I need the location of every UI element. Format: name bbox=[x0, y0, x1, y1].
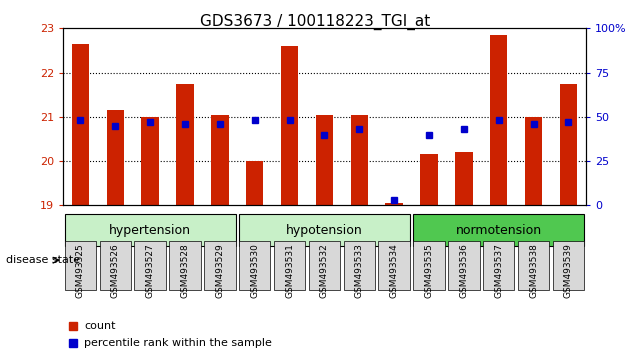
FancyBboxPatch shape bbox=[65, 214, 236, 246]
Text: GSM493536: GSM493536 bbox=[459, 243, 468, 298]
Bar bbox=[211, 115, 229, 205]
FancyBboxPatch shape bbox=[448, 241, 479, 290]
Text: hypotension: hypotension bbox=[286, 224, 363, 236]
Text: GSM493526: GSM493526 bbox=[111, 243, 120, 298]
Text: GSM493529: GSM493529 bbox=[215, 243, 224, 298]
Text: GSM493539: GSM493539 bbox=[564, 243, 573, 298]
FancyBboxPatch shape bbox=[379, 241, 410, 290]
FancyBboxPatch shape bbox=[343, 241, 375, 290]
Bar bbox=[281, 46, 299, 205]
FancyBboxPatch shape bbox=[239, 214, 410, 246]
Text: percentile rank within the sample: percentile rank within the sample bbox=[84, 338, 272, 348]
FancyBboxPatch shape bbox=[483, 241, 515, 290]
Text: GSM493532: GSM493532 bbox=[320, 243, 329, 298]
Text: GSM493525: GSM493525 bbox=[76, 243, 85, 298]
Text: GSM493533: GSM493533 bbox=[355, 243, 364, 298]
FancyBboxPatch shape bbox=[274, 241, 306, 290]
Text: hypertension: hypertension bbox=[109, 224, 191, 236]
Text: GSM493535: GSM493535 bbox=[425, 243, 433, 298]
FancyBboxPatch shape bbox=[134, 241, 166, 290]
Bar bbox=[246, 161, 263, 205]
Text: normotension: normotension bbox=[455, 224, 542, 236]
FancyBboxPatch shape bbox=[413, 241, 445, 290]
Bar bbox=[455, 152, 472, 205]
Text: count: count bbox=[84, 321, 115, 331]
Bar bbox=[106, 110, 124, 205]
Bar bbox=[559, 84, 577, 205]
Bar bbox=[525, 117, 542, 205]
FancyBboxPatch shape bbox=[553, 241, 584, 290]
Bar bbox=[176, 84, 194, 205]
FancyBboxPatch shape bbox=[65, 241, 96, 290]
Text: GSM493527: GSM493527 bbox=[146, 243, 154, 298]
Text: GSM493538: GSM493538 bbox=[529, 243, 538, 298]
FancyBboxPatch shape bbox=[100, 241, 131, 290]
Bar bbox=[490, 35, 508, 205]
Text: GSM493530: GSM493530 bbox=[250, 243, 259, 298]
FancyBboxPatch shape bbox=[239, 241, 270, 290]
Bar bbox=[316, 115, 333, 205]
FancyBboxPatch shape bbox=[204, 241, 236, 290]
Bar bbox=[350, 115, 368, 205]
Text: GDS3673 / 100118223_TGI_at: GDS3673 / 100118223_TGI_at bbox=[200, 14, 430, 30]
FancyBboxPatch shape bbox=[169, 241, 201, 290]
FancyBboxPatch shape bbox=[309, 241, 340, 290]
Bar bbox=[386, 203, 403, 205]
Text: GSM493537: GSM493537 bbox=[495, 243, 503, 298]
FancyBboxPatch shape bbox=[518, 241, 549, 290]
FancyBboxPatch shape bbox=[413, 214, 584, 246]
Text: GSM493528: GSM493528 bbox=[181, 243, 190, 298]
Bar bbox=[141, 117, 159, 205]
Text: GSM493534: GSM493534 bbox=[390, 243, 399, 298]
Bar bbox=[72, 44, 89, 205]
Bar bbox=[420, 154, 438, 205]
Text: disease state: disease state bbox=[6, 255, 81, 265]
Text: GSM493531: GSM493531 bbox=[285, 243, 294, 298]
